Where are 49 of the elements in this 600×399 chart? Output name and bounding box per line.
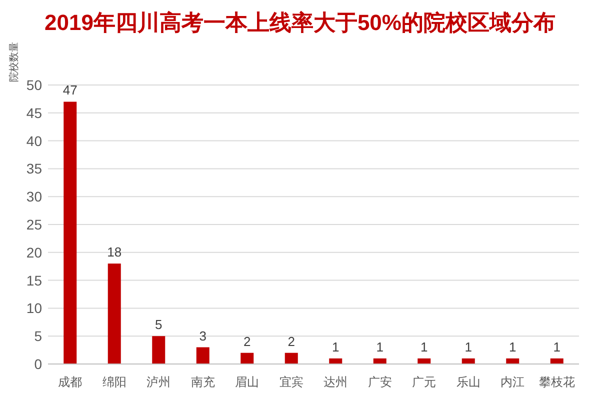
- data-label: 5: [155, 317, 162, 332]
- x-tick-label: 宜宾: [279, 375, 304, 389]
- x-tick-label: 南充: [190, 375, 215, 389]
- bar: [418, 358, 431, 364]
- x-tick-label: 广元: [412, 375, 436, 389]
- data-label: 1: [553, 339, 560, 354]
- data-label: 47: [62, 82, 78, 98]
- x-tick-label: 泸州: [146, 375, 171, 389]
- x-tick-label: 达州: [324, 375, 348, 389]
- x-tick-label: 攀枝花: [538, 375, 575, 389]
- x-tick-label: 内江: [500, 375, 525, 389]
- data-label: 18: [107, 244, 122, 260]
- y-tick-label: 45: [26, 104, 42, 121]
- bar: [329, 358, 342, 364]
- x-tick-label: 乐山: [456, 375, 480, 389]
- data-label: 1: [464, 339, 472, 354]
- y-tick-label: 35: [26, 160, 42, 177]
- bar: [108, 264, 121, 364]
- x-tick-label: 广安: [368, 375, 392, 389]
- x-tick-label: 眉山: [235, 375, 260, 389]
- bar: [152, 336, 166, 364]
- y-tick-label: 30: [26, 188, 42, 205]
- bar: [196, 347, 210, 364]
- bar: [550, 358, 564, 364]
- bar: [506, 358, 520, 364]
- y-tick-label: 5: [34, 328, 42, 344]
- x-tick-label: 成都: [58, 375, 82, 389]
- bar: [284, 352, 298, 364]
- y-axis-title: 院校数量: [8, 42, 20, 82]
- data-label: 1: [420, 339, 428, 354]
- chart-title: 2019年四川高考一本上线率大于50%的院校区域分布: [44, 10, 556, 35]
- data-label: 2: [244, 334, 251, 349]
- bar: [64, 102, 77, 364]
- data-label: 1: [376, 339, 384, 354]
- x-tick-label: 绵阳: [102, 375, 126, 389]
- y-tick-label: 25: [26, 216, 42, 232]
- data-label: 2: [288, 334, 295, 349]
- y-tick-label: 10: [26, 300, 42, 316]
- y-tick-label: 40: [26, 132, 42, 149]
- data-label: 1: [332, 339, 340, 354]
- y-tick-label: 15: [26, 272, 42, 288]
- bar: [373, 358, 386, 364]
- data-label: 3: [199, 328, 206, 344]
- y-tick-label: 0: [34, 356, 42, 372]
- bar: [240, 352, 254, 364]
- bar: [462, 358, 475, 364]
- data-label: 1: [509, 339, 516, 354]
- y-tick-label: 50: [26, 77, 42, 93]
- y-tick-label: 20: [26, 244, 42, 260]
